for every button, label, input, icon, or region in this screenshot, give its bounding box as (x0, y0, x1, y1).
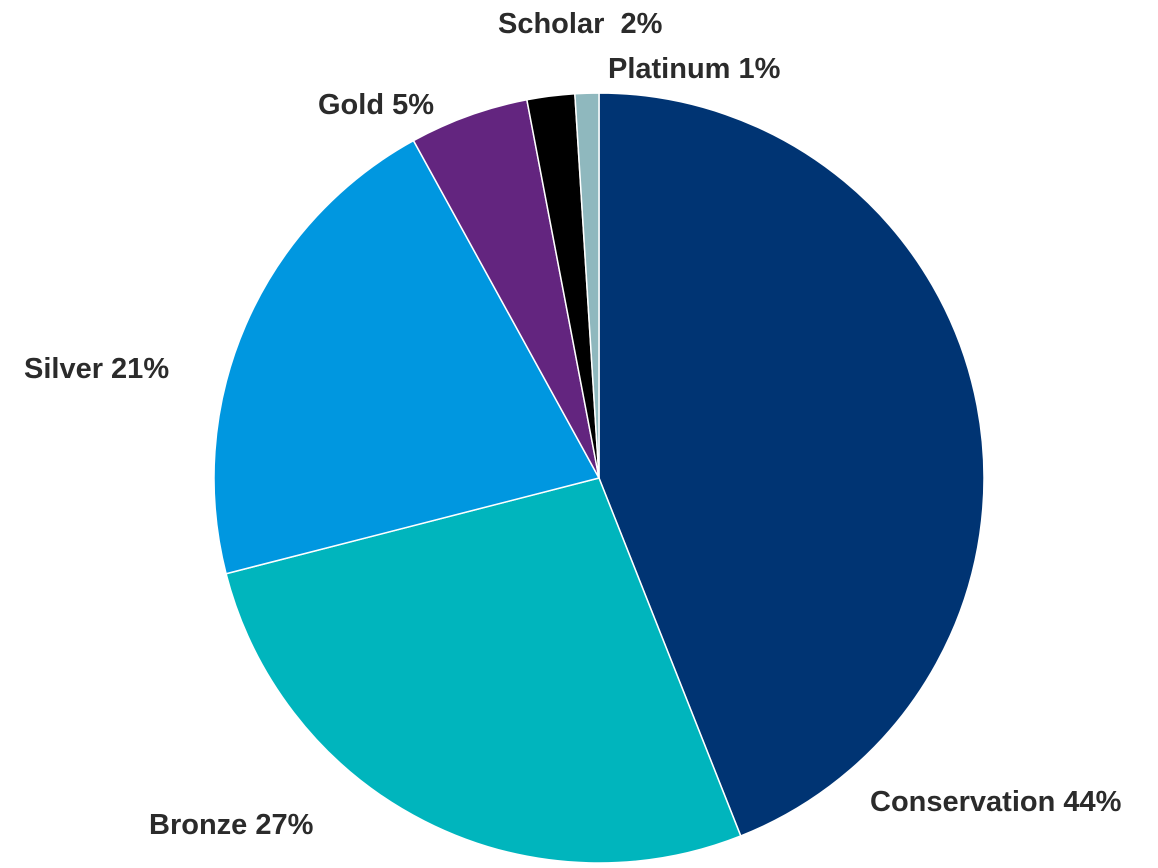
pie-slice-platinum (574, 92, 600, 479)
pie-label-silver: Silver 21% (24, 353, 169, 385)
pie-slice-silver (213, 139, 601, 575)
pie-slices (213, 92, 985, 864)
pie-label-bronze: Bronze 27% (149, 809, 314, 841)
pie-label-gold: Gold 5% (318, 89, 434, 121)
pie-label-conservation: Conservation 44% (870, 786, 1122, 818)
pie-label-scholar: Scholar 2% (498, 8, 663, 40)
pie-slice-bronze (225, 477, 742, 864)
pie-slice-conservation (598, 92, 985, 837)
pie-label-platinum: Platinum 1% (608, 53, 781, 85)
pie-labels: Conservation 44% Bronze 27% Silver 21% Gold… (24, 8, 1122, 841)
